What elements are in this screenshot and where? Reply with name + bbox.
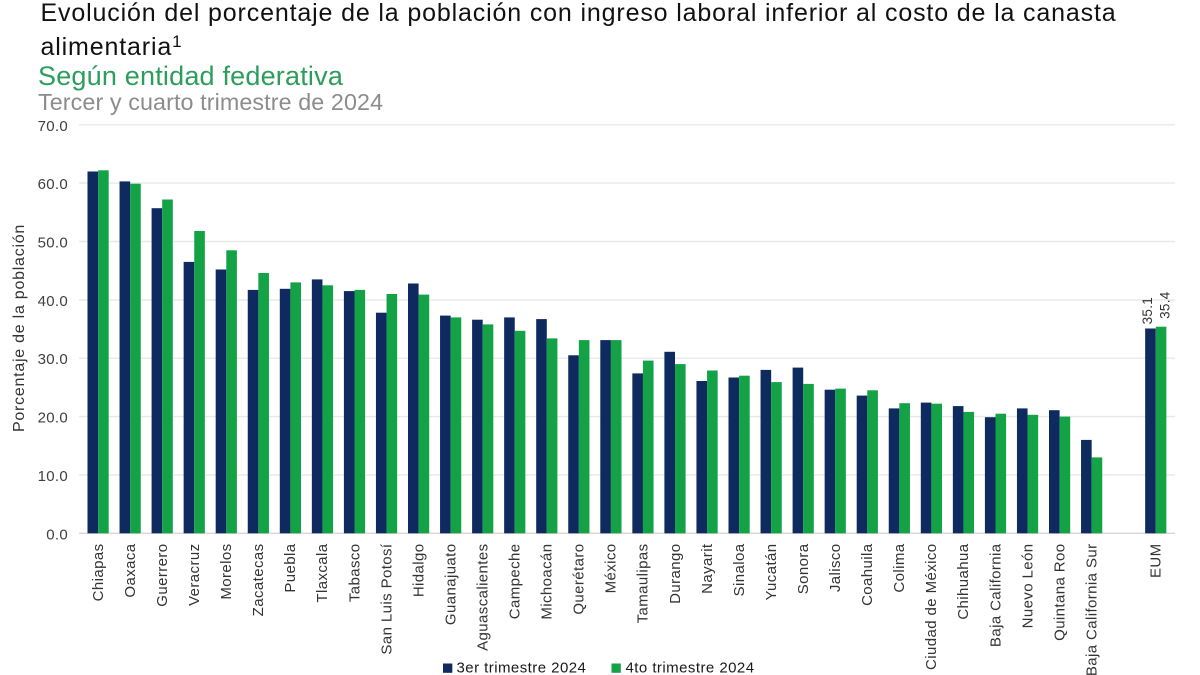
svg-text:Chiapas: Chiapas — [90, 544, 107, 602]
svg-text:30.0: 30.0 — [38, 351, 68, 368]
svg-text:Veracruz: Veracruz — [186, 544, 203, 606]
svg-text:Guanajuato: Guanajuato — [442, 544, 459, 626]
svg-text:Tamaulipas: Tamaulipas — [635, 544, 652, 624]
svg-text:10.0: 10.0 — [38, 468, 68, 485]
svg-text:Durango: Durango — [667, 544, 684, 604]
svg-text:Nuevo León: Nuevo León — [1019, 544, 1036, 629]
svg-text:Sonora: Sonora — [795, 543, 812, 594]
svg-text:4to trimestre 2024: 4to trimestre 2024 — [626, 660, 755, 675]
svg-text:Ciudad de México: Ciudad de México — [923, 544, 940, 670]
svg-text:Sinaloa: Sinaloa — [731, 543, 748, 596]
svg-text:Yucatán: Yucatán — [763, 544, 780, 601]
svg-text:70.0: 70.0 — [38, 118, 68, 135]
svg-text:Guerrero: Guerrero — [154, 544, 171, 607]
svg-text:0.0: 0.0 — [46, 526, 68, 543]
svg-text:60.0: 60.0 — [38, 176, 68, 193]
svg-text:Campeche: Campeche — [507, 544, 524, 620]
svg-text:Hidalgo: Hidalgo — [410, 544, 427, 598]
svg-text:Tlaxcala: Tlaxcala — [314, 543, 331, 602]
svg-text:Puebla: Puebla — [282, 543, 299, 592]
svg-text:Querétaro: Querétaro — [571, 544, 588, 615]
svg-text:Zacatecas: Zacatecas — [250, 544, 267, 617]
svg-text:40.0: 40.0 — [38, 293, 68, 310]
svg-text:Tabasco: Tabasco — [346, 544, 363, 603]
svg-text:Oaxaca: Oaxaca — [122, 543, 139, 597]
svg-text:Baja California Sur: Baja California Sur — [1083, 544, 1100, 675]
svg-text:San Luis Potosí: San Luis Potosí — [378, 543, 395, 654]
svg-text:Coahuila: Coahuila — [859, 543, 876, 606]
svg-text:50.0: 50.0 — [38, 235, 68, 252]
svg-text:Colima: Colima — [891, 543, 908, 592]
svg-text:Chihuahua: Chihuahua — [955, 543, 972, 619]
svg-text:México: México — [603, 544, 620, 594]
svg-text:Quintana Roo: Quintana Roo — [1051, 544, 1068, 641]
svg-text:Jalisco: Jalisco — [827, 544, 844, 593]
svg-text:35.1: 35.1 — [1140, 297, 1155, 324]
svg-text:Morelos: Morelos — [218, 544, 235, 600]
svg-text:35.4: 35.4 — [1157, 291, 1172, 319]
svg-text:Porcentaje de la población: Porcentaje de la población — [11, 224, 28, 432]
svg-text:Aguascalientes: Aguascalientes — [475, 544, 492, 651]
svg-text:EUM: EUM — [1148, 544, 1165, 579]
svg-text:Nayarit: Nayarit — [699, 543, 716, 594]
svg-text:3er trimestre 2024: 3er trimestre 2024 — [457, 660, 587, 675]
svg-text:20.0: 20.0 — [38, 410, 68, 427]
svg-text:Baja California: Baja California — [987, 543, 1004, 647]
svg-text:Michoacán: Michoacán — [539, 544, 556, 620]
